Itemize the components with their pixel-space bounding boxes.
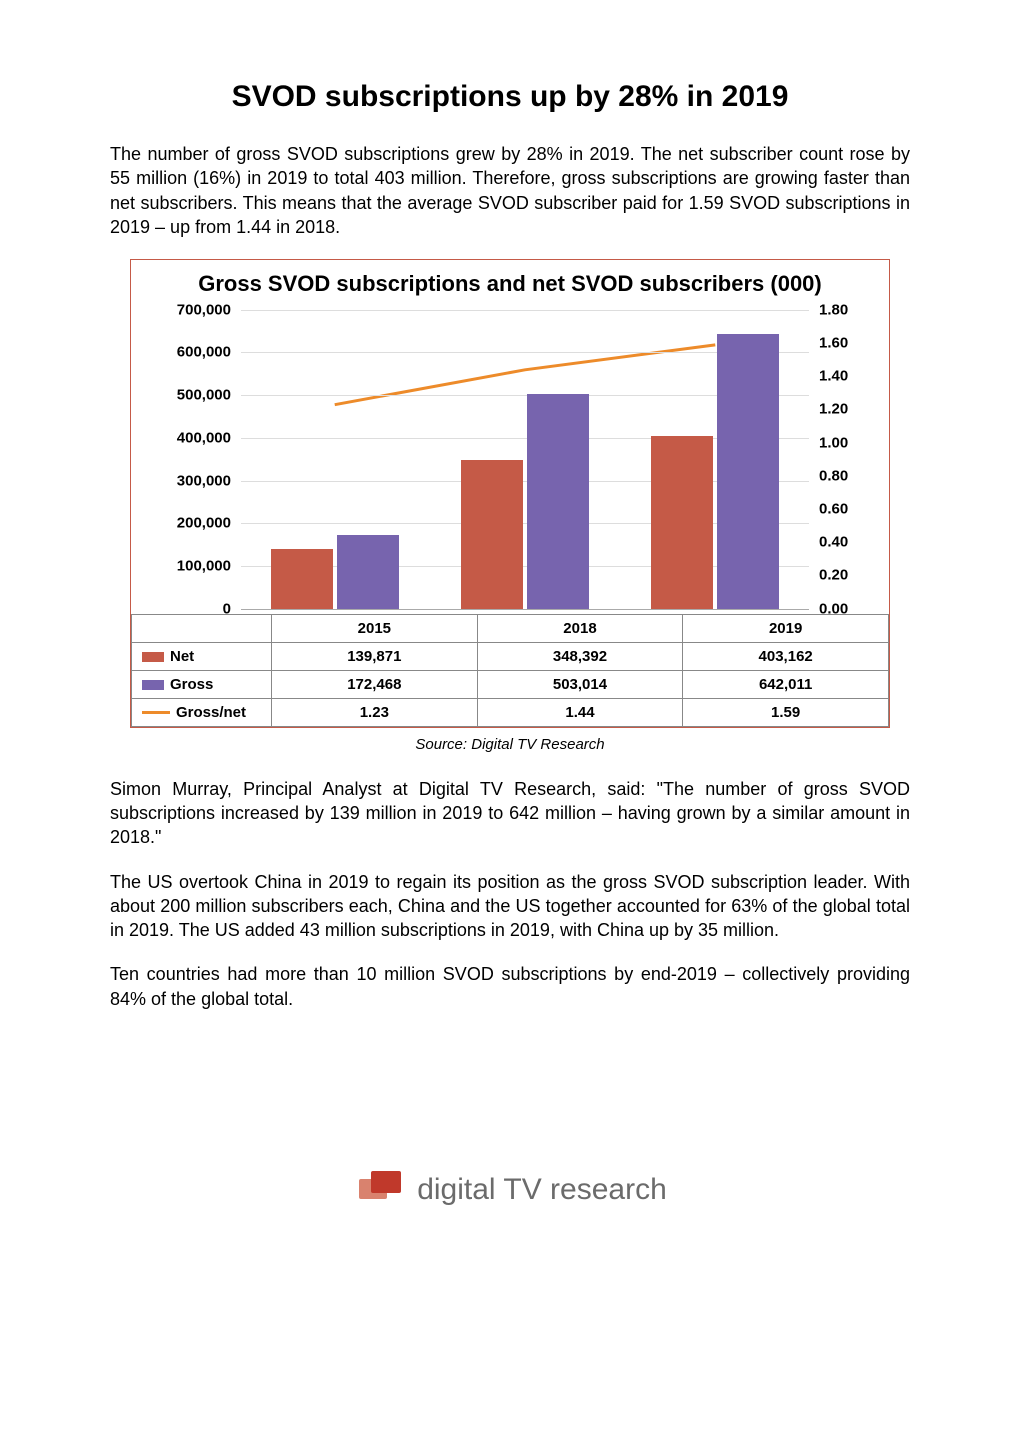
table-header-cell: 2015 — [272, 614, 478, 642]
chart-bar — [651, 436, 713, 608]
chart-ytick-right: 0.00 — [819, 600, 869, 617]
table-value-cell: 503,014 — [477, 670, 683, 698]
table-value-cell: 1.59 — [683, 698, 889, 726]
table-series-cell: Net — [132, 642, 272, 670]
table-header-cell: 2018 — [477, 614, 683, 642]
legend-label: Gross — [170, 676, 213, 693]
footer-logo: digital TV research — [110, 1171, 910, 1214]
chart-ytick-right: 1.20 — [819, 401, 869, 418]
table-series-cell: Gross/net — [132, 698, 272, 726]
chart-gridline — [241, 310, 809, 311]
chart-bar-group — [651, 334, 779, 608]
legend-swatch — [142, 652, 164, 662]
chart-title: Gross SVOD subscriptions and net SVOD su… — [131, 270, 889, 298]
table-value-cell: 172,468 — [272, 670, 478, 698]
table-value-cell: 1.23 — [272, 698, 478, 726]
chart-bar — [527, 394, 589, 609]
chart-plot-wrapper: 0100,000200,000300,000400,000500,000600,… — [131, 310, 889, 610]
logo-icon — [353, 1171, 403, 1209]
table-corner-cell — [132, 614, 272, 642]
chart-bar-group — [271, 535, 399, 609]
logo-text: digital TV research — [417, 1173, 667, 1207]
chart-ytick-right: 0.80 — [819, 467, 869, 484]
table-value-cell: 642,011 — [683, 670, 889, 698]
chart-bar — [717, 334, 779, 608]
chart-ytick-left: 400,000 — [151, 429, 231, 446]
chart-bar-group — [461, 394, 589, 609]
chart-ytick-right: 0.60 — [819, 501, 869, 518]
chart-plot-area: 0100,000200,000300,000400,000500,000600,… — [241, 310, 809, 610]
table-series-cell: Gross — [132, 670, 272, 698]
chart-bar — [461, 460, 523, 609]
chart-ytick-left: 100,000 — [151, 557, 231, 574]
chart-ytick-right: 0.20 — [819, 567, 869, 584]
legend-line-icon — [142, 711, 170, 714]
chart-data-table: 201520182019 Net 139,871348,392403,162 Gros… — [131, 614, 889, 727]
chart-container: Gross SVOD subscriptions and net SVOD su… — [130, 259, 890, 728]
chart-bar — [337, 535, 399, 609]
body-paragraph-1: Simon Murray, Principal Analyst at Digit… — [110, 777, 910, 850]
chart-ytick-right: 0.40 — [819, 534, 869, 551]
table-value-cell: 139,871 — [272, 642, 478, 670]
table-value-cell: 348,392 — [477, 642, 683, 670]
chart-ytick-left: 0 — [151, 600, 231, 617]
page-title: SVOD subscriptions up by 28% in 2019 — [110, 80, 910, 114]
legend-swatch — [142, 680, 164, 690]
chart-ytick-right: 1.40 — [819, 368, 869, 385]
chart-source: Source: Digital TV Research — [110, 736, 910, 753]
chart-ytick-left: 500,000 — [151, 387, 231, 404]
chart-ytick-right: 1.00 — [819, 434, 869, 451]
chart-ytick-left: 600,000 — [151, 344, 231, 361]
chart-ytick-left: 200,000 — [151, 515, 231, 532]
chart-ytick-left: 300,000 — [151, 472, 231, 489]
chart-bar — [271, 549, 333, 609]
table-value-cell: 403,162 — [683, 642, 889, 670]
chart-ytick-left: 700,000 — [151, 301, 231, 318]
table-header-cell: 2019 — [683, 614, 889, 642]
chart-ytick-right: 1.80 — [819, 301, 869, 318]
legend-label: Gross/net — [176, 704, 246, 721]
intro-paragraph: The number of gross SVOD subscriptions g… — [110, 142, 910, 239]
body-paragraph-3: Ten countries had more than 10 million S… — [110, 962, 910, 1011]
legend-label: Net — [170, 648, 194, 665]
chart-ytick-right: 1.60 — [819, 334, 869, 351]
table-value-cell: 1.44 — [477, 698, 683, 726]
body-paragraph-2: The US overtook China in 2019 to regain … — [110, 870, 910, 943]
